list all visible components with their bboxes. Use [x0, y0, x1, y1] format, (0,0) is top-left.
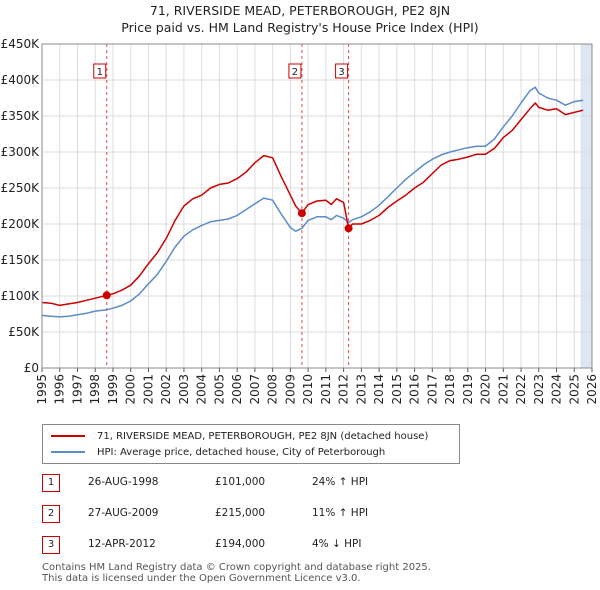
legend-label-hpi: HPI: Average price, detached house, City…: [97, 446, 386, 458]
x-tick-label: 2024: [550, 374, 564, 405]
x-tick-label: 2023: [532, 374, 546, 405]
x-tick-label: 2005: [212, 374, 226, 405]
x-tick-label: 2000: [124, 374, 138, 405]
chart-subtitle: Price paid vs. HM Land Registry's House …: [121, 20, 479, 35]
x-tick-label: 2016: [408, 374, 422, 405]
x-tick-label: 2022: [514, 374, 528, 405]
transaction-label: 3: [338, 67, 344, 78]
y-tick-label: £150K: [1, 253, 41, 267]
sale-marker: [344, 224, 353, 233]
transaction-price: £194,000: [215, 538, 266, 550]
chart-title: 71, RIVERSIDE MEAD, PETERBOROUGH, PE2 8J…: [149, 3, 451, 18]
x-tick-label: 2025: [567, 374, 581, 405]
transaction-label-box: [288, 63, 302, 79]
x-tick-label: 1995: [35, 374, 49, 405]
x-tick-label: 1997: [70, 374, 84, 405]
x-tick-label: 1996: [53, 374, 67, 405]
transaction-label: 2: [292, 67, 298, 78]
x-tick-label: 1998: [88, 374, 102, 405]
footer-copyright: Contains HM Land Registry data © Crown c…: [42, 562, 431, 573]
legend-swatch-property: [51, 435, 85, 437]
plot-area: [42, 44, 592, 368]
hpi-line: [41, 86, 584, 318]
y-tick-label: £100K: [1, 289, 41, 303]
x-tick-label: 2007: [248, 374, 262, 405]
x-tick-label: 1999: [106, 374, 120, 405]
x-tick-label: 2002: [159, 374, 173, 405]
transaction-hpi: 11% ↑ HPI: [312, 507, 369, 519]
y-tick-label: £450K: [1, 37, 41, 51]
transaction-label: 1: [97, 67, 103, 78]
transaction-label-box: [93, 63, 107, 79]
transaction-number: 3: [42, 536, 60, 554]
transaction-number: 1: [42, 474, 60, 492]
sale-marker: [297, 209, 306, 218]
sale-marker: [102, 291, 111, 300]
x-tick-label: 2013: [354, 374, 368, 405]
legend-swatch-hpi: [51, 451, 85, 453]
x-tick-label: 2020: [479, 374, 493, 405]
legend-item-property: 71, RIVERSIDE MEAD, PETERBOROUGH, PE2 8J…: [51, 429, 428, 443]
forecast-shade: [580, 44, 592, 368]
transaction-date: 26-AUG-1998: [88, 476, 159, 488]
x-tick-label: 2026: [585, 374, 599, 405]
y-tick-label: £50K: [8, 325, 40, 339]
x-tick-label: 2003: [177, 374, 191, 405]
price-chart: £0 £50K £100K £150K £200K £250K £300K £350K £400…: [1, 37, 599, 405]
legend-item-hpi: HPI: Average price, detached house, City…: [51, 445, 385, 459]
y-tick-label: £0: [24, 361, 39, 375]
x-tick-label: 2012: [337, 374, 351, 405]
x-tick-label: 2004: [195, 374, 209, 405]
x-tick-label: 2015: [390, 374, 404, 405]
transaction-hpi: 24% ↑ HPI: [312, 476, 369, 488]
legend: 71, RIVERSIDE MEAD, PETERBOROUGH, PE2 8J…: [42, 424, 460, 464]
transaction-number: 2: [42, 505, 60, 523]
x-tick-label: 2014: [372, 374, 386, 405]
x-tick-label: 2017: [425, 374, 439, 405]
footer-licence: This data is licensed under the Open Gov…: [42, 573, 361, 584]
y-tick-label: £250K: [1, 181, 41, 195]
x-tick-label: 2010: [301, 374, 315, 405]
x-tick-label: 2008: [266, 374, 280, 405]
transaction-label-box: [335, 63, 349, 79]
y-tick-label: £300K: [1, 145, 41, 159]
y-tick-label: £200K: [1, 217, 41, 231]
x-tick-label: 2021: [496, 374, 510, 405]
x-tick-label: 2006: [230, 374, 244, 405]
transaction-date: 12-APR-2012: [88, 538, 156, 550]
property-price-line: [41, 102, 584, 307]
transaction-date: 27-AUG-2009: [88, 507, 159, 519]
x-tick-label: 2001: [141, 374, 155, 405]
transaction-price: £215,000: [215, 507, 266, 519]
transaction-price: £101,000: [215, 476, 266, 488]
x-tick-label: 2019: [461, 374, 475, 405]
y-tick-label: £350K: [1, 109, 41, 123]
legend-label-property: 71, RIVERSIDE MEAD, PETERBOROUGH, PE2 8J…: [97, 430, 429, 442]
transaction-hpi: 4% ↓ HPI: [312, 538, 362, 550]
plot-frame: [41, 43, 593, 369]
x-tick-label: 2018: [443, 374, 457, 405]
x-tick-label: 2011: [319, 374, 333, 405]
x-tick-label: 2009: [283, 374, 297, 405]
y-tick-label: £400K: [1, 73, 41, 87]
